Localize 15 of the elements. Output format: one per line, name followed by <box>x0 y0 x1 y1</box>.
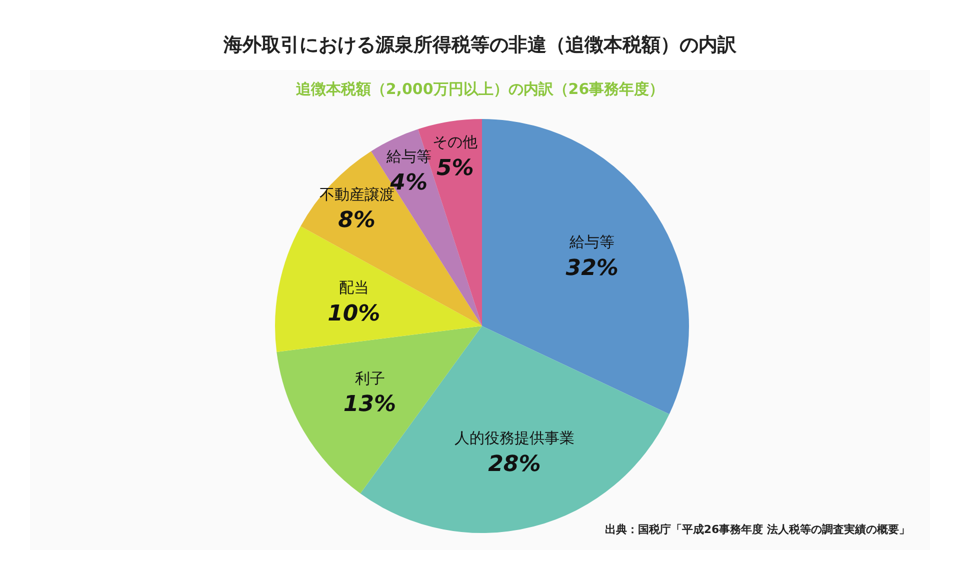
data-label: 10% <box>328 301 380 326</box>
chart-title: 海外取引における源泉所得税等の非違（追徴本税額）の内訳 <box>222 33 738 58</box>
data-label: 28% <box>488 452 541 478</box>
data-label: 8% <box>338 208 376 234</box>
slice-label: 人的役務提供事業 <box>454 429 574 448</box>
slice-label: 配当 <box>338 278 369 296</box>
slice-label: その他 <box>432 133 478 152</box>
chart-subtitle: 追徴本税額（2,000万円以上）の内訳（26事務年度） <box>294 80 666 99</box>
slice-label: 利子 <box>354 369 385 388</box>
data-label: 32% <box>566 256 618 281</box>
slice-label: 給与等 <box>385 147 432 166</box>
data-label: 13% <box>343 392 396 418</box>
source-note: 出典：国税庁「平成26事務年度 法人税等の調査実績の概要」 <box>604 522 910 537</box>
slice-label: 給与等 <box>568 233 615 252</box>
data-label: 5% <box>436 156 474 182</box>
